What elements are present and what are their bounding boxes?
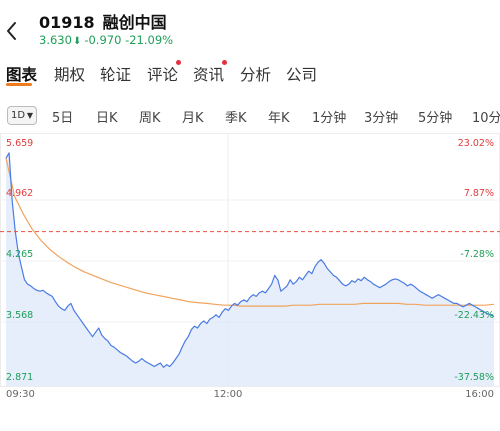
chevron-left-icon[interactable]	[4, 20, 20, 42]
y-tick-right: 7.87%	[464, 188, 494, 199]
tab-warrants[interactable]: 轮证	[100, 66, 132, 84]
stock-title: 01918 融创中国	[39, 9, 175, 33]
notification-dot	[222, 60, 227, 65]
tab-analysis[interactable]: 分析	[240, 66, 272, 84]
period-year-k[interactable]: 年K	[268, 111, 290, 126]
tab-news[interactable]: 资讯	[193, 66, 225, 84]
period-bar: 1D ▼ 5日 日K 周K 月K 季K 年K 1分钟 3分钟 5分钟 10分钟	[0, 104, 500, 128]
stock-code: 01918	[39, 13, 95, 32]
period-5d[interactable]: 5日	[52, 111, 74, 126]
tab-comments[interactable]: 评论	[147, 66, 179, 84]
y-tick-right: -7.28%	[460, 249, 494, 260]
y-tick-left: 5.659	[6, 138, 33, 149]
quote-line: 3.630⬇ -0.970 -21.09%	[39, 33, 173, 47]
price-change: -0.970	[84, 33, 122, 47]
period-quarter-k[interactable]: 季K	[225, 111, 247, 126]
price-change-pct: -21.09%	[125, 33, 174, 47]
y-tick-left: 4.265	[6, 249, 33, 260]
tab-company[interactable]: 公司	[286, 66, 318, 84]
tab-bar: 图表 期权 轮证 评论 资讯 分析 公司	[0, 60, 500, 90]
period-dropdown[interactable]: 1D ▼	[7, 106, 37, 125]
last-price: 3.630	[39, 33, 72, 47]
period-3min[interactable]: 3分钟	[364, 111, 399, 126]
price-area	[6, 152, 494, 386]
period-1min[interactable]: 1分钟	[312, 111, 347, 126]
x-tick: 09:30	[6, 389, 35, 400]
x-tick: 16:00	[465, 389, 494, 400]
y-tick-left: 2.871	[6, 372, 33, 383]
period-5min[interactable]: 5分钟	[418, 111, 453, 126]
period-dropdown-label: 1D	[11, 110, 26, 121]
arrow-down-icon: ⬇	[72, 36, 82, 47]
y-tick-right: -37.58%	[454, 372, 494, 383]
active-tab-indicator	[6, 83, 32, 86]
period-10min[interactable]: 10分钟	[472, 111, 500, 126]
tab-chart[interactable]: 图表	[6, 66, 38, 84]
tab-options[interactable]: 期权	[54, 66, 86, 84]
price-line	[5, 152, 495, 368]
notification-dot	[176, 60, 181, 65]
header: 01918 融创中国 3.630⬇ -0.970 -21.09%	[0, 0, 500, 56]
x-tick: 12:00	[214, 389, 243, 400]
y-tick-left: 3.568	[6, 310, 33, 321]
average-line	[5, 158, 495, 307]
intraday-chart[interactable]: 5.659 4.962 4.265 3.568 2.871 23.02% 7.87% -7.2…	[0, 133, 500, 431]
caret-down-icon: ▼	[26, 111, 33, 120]
period-week-k[interactable]: 周K	[139, 111, 161, 126]
period-month-k[interactable]: 月K	[182, 111, 204, 126]
y-tick-right: 23.02%	[458, 138, 494, 149]
y-tick-right: -22.43%	[454, 310, 494, 321]
y-tick-left: 4.962	[6, 188, 33, 199]
period-day-k[interactable]: 日K	[96, 111, 118, 126]
stock-name: 融创中国	[102, 13, 167, 32]
